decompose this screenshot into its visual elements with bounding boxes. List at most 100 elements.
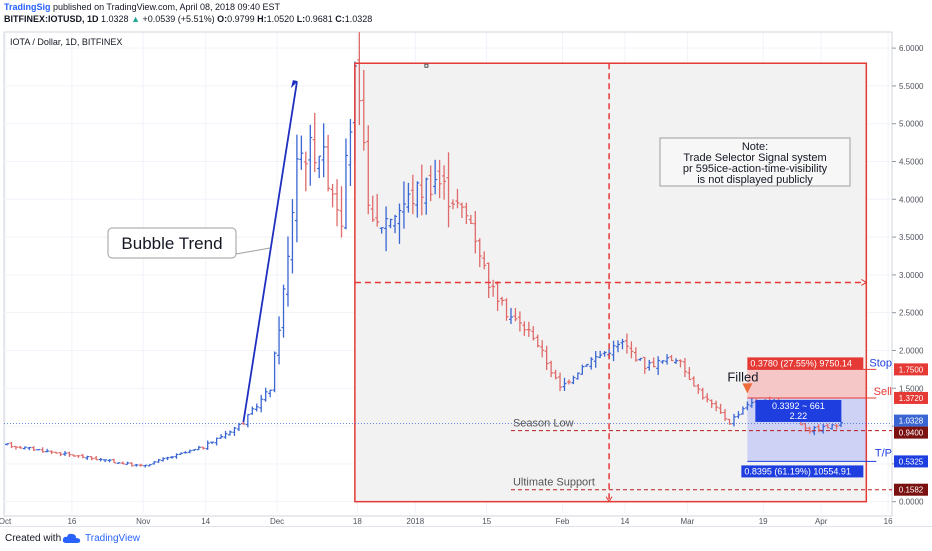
candle bbox=[268, 389, 273, 398]
candle bbox=[147, 463, 152, 467]
price-label-text: 0.5325 bbox=[899, 457, 924, 466]
candle bbox=[210, 441, 215, 445]
x-axis[interactable]: Oct 16 Nov 14 Dec 18 2018 15 Feb 14 Mar 19 Apr 16 bbox=[0, 517, 893, 526]
box-handle[interactable] bbox=[424, 63, 429, 68]
candle bbox=[696, 383, 701, 394]
candle bbox=[558, 372, 563, 392]
candle bbox=[424, 177, 429, 215]
candle bbox=[308, 124, 313, 186]
candle bbox=[326, 134, 331, 192]
publish-line: TradingSig published on TradingView.com,… bbox=[4, 2, 280, 12]
candle bbox=[624, 333, 629, 354]
price-label-text: 0.9400 bbox=[899, 429, 924, 438]
candle bbox=[807, 426, 812, 434]
candle bbox=[62, 451, 67, 456]
x-tick-label: Apr bbox=[815, 517, 828, 526]
candle bbox=[825, 423, 830, 429]
candle bbox=[22, 446, 27, 450]
candle bbox=[116, 462, 121, 464]
candle bbox=[669, 355, 674, 362]
candle bbox=[67, 451, 72, 457]
candle bbox=[214, 437, 219, 446]
author-link[interactable]: TradingSig bbox=[4, 2, 51, 12]
candle bbox=[580, 364, 585, 375]
candle bbox=[687, 367, 692, 381]
candle bbox=[616, 340, 621, 353]
candle bbox=[13, 445, 18, 450]
mid-info-text-2: 2.22 bbox=[790, 411, 808, 421]
candle bbox=[415, 181, 420, 218]
candles bbox=[5, 32, 844, 468]
candle bbox=[161, 457, 166, 462]
season-low-label: Season Low bbox=[513, 418, 574, 430]
candle bbox=[834, 423, 839, 430]
tradingview-link[interactable]: TradingView bbox=[85, 533, 141, 544]
candle bbox=[678, 359, 683, 368]
candle bbox=[740, 406, 745, 415]
candle bbox=[330, 183, 335, 208]
candle bbox=[642, 356, 647, 374]
candle bbox=[312, 112, 317, 173]
candle bbox=[656, 356, 661, 375]
note-box[interactable] bbox=[659, 137, 851, 187]
candle bbox=[468, 214, 473, 225]
bubble-trend-line[interactable] bbox=[242, 81, 298, 423]
candle bbox=[593, 350, 598, 368]
candle bbox=[76, 455, 81, 458]
candle bbox=[5, 443, 9, 446]
low-value: 0.9681 bbox=[305, 14, 333, 24]
candle bbox=[598, 350, 603, 359]
candle bbox=[723, 409, 728, 421]
low-label: L: bbox=[296, 14, 306, 24]
candle bbox=[691, 376, 696, 387]
candle bbox=[562, 377, 567, 392]
candle bbox=[294, 134, 299, 243]
price-chart[interactable]: IOTA / Dollar, 1D, BITFINEX Bubble Trend… bbox=[0, 28, 932, 526]
candle bbox=[71, 454, 76, 457]
high-label: H: bbox=[257, 14, 267, 24]
note-line-1: Trade Selector Signal system bbox=[683, 152, 826, 164]
high-value: 1.0520 bbox=[266, 14, 295, 24]
candle bbox=[27, 446, 32, 451]
candle bbox=[143, 464, 148, 468]
candle bbox=[459, 202, 464, 218]
mid-info-text-1: 0.3392 ~ 661 bbox=[772, 401, 825, 411]
bubble-callout[interactable] bbox=[107, 227, 237, 259]
price-label-bg bbox=[894, 426, 928, 439]
candle bbox=[665, 354, 670, 365]
price-label-text: 1.3720 bbox=[899, 394, 924, 403]
candle bbox=[384, 206, 389, 252]
candle bbox=[18, 445, 23, 449]
midline-arrow-icon bbox=[861, 279, 868, 286]
target-info-box bbox=[741, 465, 864, 478]
close-value: 1.0328 bbox=[344, 14, 373, 24]
trend-arrow-icon bbox=[290, 80, 298, 89]
candle bbox=[94, 455, 99, 461]
candle bbox=[589, 357, 594, 370]
candle bbox=[749, 398, 754, 408]
candle bbox=[451, 199, 455, 210]
price-label-bg bbox=[894, 483, 928, 496]
candle bbox=[526, 321, 531, 337]
drawings[interactable]: Bubble Trend Note:Trade Selector Signal s… bbox=[4, 62, 892, 503]
candle bbox=[437, 159, 442, 199]
candle bbox=[477, 238, 482, 268]
target-info-text: 0.8395 (61.19%) 10554.91 bbox=[744, 466, 851, 476]
candle bbox=[410, 174, 415, 215]
candle bbox=[433, 159, 438, 195]
y-tick-label: 5.5000 bbox=[899, 82, 924, 91]
candle bbox=[281, 284, 286, 338]
chart-header: TradingSig published on TradingView.com,… bbox=[0, 0, 932, 28]
candle bbox=[205, 440, 210, 451]
candle bbox=[522, 321, 527, 336]
candle bbox=[183, 451, 188, 454]
price-label-text: 1.0328 bbox=[899, 417, 924, 426]
candle bbox=[571, 375, 576, 385]
candle bbox=[575, 372, 580, 380]
candle bbox=[504, 298, 509, 321]
price-label-bg bbox=[894, 455, 928, 468]
x-tick-label: Dec bbox=[270, 517, 284, 526]
stop-info-text: 0.3780 (27.55%) 9750.14 bbox=[750, 358, 852, 368]
candle bbox=[709, 399, 714, 409]
candle bbox=[464, 202, 469, 225]
